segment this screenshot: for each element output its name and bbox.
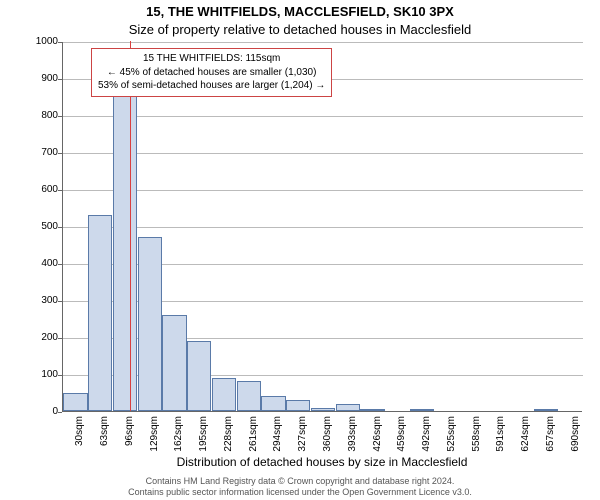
credits: Contains HM Land Registry data © Crown c… xyxy=(0,476,600,498)
x-tick-label: 162sqm xyxy=(173,416,184,466)
x-tick-label: 558sqm xyxy=(471,416,482,466)
histogram-bar xyxy=(138,237,162,411)
x-tick-label: 96sqm xyxy=(124,416,135,466)
histogram-bar xyxy=(261,396,285,411)
y-tick-label: 1000 xyxy=(34,36,58,47)
x-tick-label: 624sqm xyxy=(520,416,531,466)
x-tick-label: 690sqm xyxy=(570,416,581,466)
x-tick-label: 30sqm xyxy=(74,416,85,466)
y-tick-label: 200 xyxy=(34,332,58,343)
x-tick-label: 261sqm xyxy=(248,416,259,466)
callout-box: 15 THE WHITFIELDS: 115sqm ← 45% of detac… xyxy=(91,48,332,97)
x-tick-label: 360sqm xyxy=(322,416,333,466)
y-tick-label: 400 xyxy=(34,258,58,269)
y-tick-mark xyxy=(58,153,62,154)
histogram-bar xyxy=(534,409,558,411)
chart-container: 15, THE WHITFIELDS, MACCLESFIELD, SK10 3… xyxy=(0,0,600,500)
x-tick-label: 525sqm xyxy=(446,416,457,466)
y-tick-label: 600 xyxy=(34,184,58,195)
x-tick-label: 657sqm xyxy=(545,416,556,466)
histogram-bar xyxy=(311,408,335,411)
histogram-bar xyxy=(410,409,434,411)
x-tick-label: 228sqm xyxy=(223,416,234,466)
x-tick-label: 591sqm xyxy=(495,416,506,466)
x-tick-label: 426sqm xyxy=(372,416,383,466)
x-tick-label: 492sqm xyxy=(421,416,432,466)
y-tick-label: 300 xyxy=(34,295,58,306)
credit-line2: Contains public sector information licen… xyxy=(0,487,600,498)
histogram-bar xyxy=(187,341,211,411)
page-title-line1: 15, THE WHITFIELDS, MACCLESFIELD, SK10 3… xyxy=(0,4,600,19)
y-tick-mark xyxy=(58,264,62,265)
gridline xyxy=(63,42,583,43)
y-tick-label: 700 xyxy=(34,147,58,158)
histogram-bar xyxy=(336,404,360,411)
y-tick-mark xyxy=(58,190,62,191)
y-tick-label: 500 xyxy=(34,221,58,232)
histogram-bar xyxy=(212,378,236,411)
y-tick-mark xyxy=(58,227,62,228)
gridline xyxy=(63,190,583,191)
plot-area: 15 THE WHITFIELDS: 115sqm ← 45% of detac… xyxy=(62,42,582,412)
y-tick-mark xyxy=(58,116,62,117)
y-tick-label: 800 xyxy=(34,110,58,121)
histogram-bar xyxy=(63,393,87,412)
page-title-line2: Size of property relative to detached ho… xyxy=(0,22,600,37)
histogram-bar xyxy=(113,78,137,411)
x-tick-label: 459sqm xyxy=(396,416,407,466)
y-tick-mark xyxy=(58,375,62,376)
histogram-bar xyxy=(88,215,112,411)
x-tick-label: 393sqm xyxy=(347,416,358,466)
y-tick-mark xyxy=(58,42,62,43)
y-tick-label: 900 xyxy=(34,73,58,84)
highlight-marker xyxy=(130,41,131,411)
y-tick-label: 100 xyxy=(34,369,58,380)
credit-line1: Contains HM Land Registry data © Crown c… xyxy=(0,476,600,487)
gridline xyxy=(63,153,583,154)
x-tick-label: 294sqm xyxy=(272,416,283,466)
callout-line3: 53% of semi-detached houses are larger (… xyxy=(98,79,325,93)
x-tick-label: 327sqm xyxy=(297,416,308,466)
histogram-bar xyxy=(286,400,310,411)
histogram-bar xyxy=(237,381,261,411)
gridline xyxy=(63,116,583,117)
histogram-bar xyxy=(360,409,384,411)
y-tick-mark xyxy=(58,79,62,80)
x-tick-label: 195sqm xyxy=(198,416,209,466)
histogram-bar xyxy=(162,315,186,411)
x-tick-label: 129sqm xyxy=(149,416,160,466)
callout-line1: 15 THE WHITFIELDS: 115sqm xyxy=(98,52,325,66)
y-tick-mark xyxy=(58,301,62,302)
gridline xyxy=(63,227,583,228)
y-tick-mark xyxy=(58,338,62,339)
callout-line2: ← 45% of detached houses are smaller (1,… xyxy=(98,66,325,80)
x-tick-label: 63sqm xyxy=(99,416,110,466)
y-tick-label: 0 xyxy=(34,406,58,417)
y-tick-mark xyxy=(58,412,62,413)
